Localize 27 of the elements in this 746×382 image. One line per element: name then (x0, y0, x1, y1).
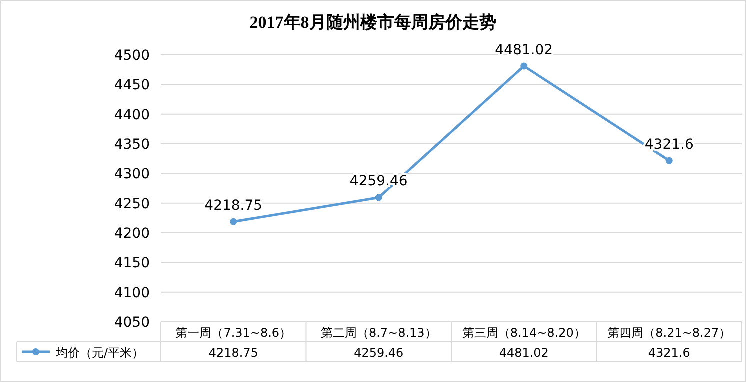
y-tick-label: 4100 (114, 285, 150, 302)
legend-label: 均价（元/平米） (55, 346, 144, 360)
data-label: 4218.75 (208, 346, 258, 360)
point (520, 62, 528, 70)
y-tick-label: 4150 (114, 256, 150, 272)
point (375, 194, 382, 202)
y-tick-label: 4350 (114, 137, 150, 153)
x-tick-label: 第三周（8.14~8.20） (462, 326, 586, 340)
y-tick-label: 4250 (114, 196, 150, 212)
y-tick-label: 4300 (114, 166, 150, 183)
point (230, 218, 238, 226)
annotation: 4218.75 (204, 198, 263, 214)
y-tick-label: 4200 (114, 226, 150, 242)
point (666, 157, 673, 164)
data-label: 4481.02 (499, 346, 549, 360)
chart-title: 2017年8月随州楼市每周房价走势 (250, 13, 496, 32)
x-tick-label: 第一周（7.31~8.6） (176, 326, 292, 340)
y-tick-label: 4050 (114, 315, 150, 331)
y-tick-label: 4450 (114, 78, 150, 94)
annotation: 4481.02 (495, 42, 554, 58)
y-tick-label: 4400 (114, 107, 150, 124)
data-label: 4259.46 (354, 346, 404, 360)
x-tick-label: 第四周（8.21~8.27） (608, 326, 732, 340)
x-tick-label: 第二周（8.7~8.13） (320, 326, 437, 340)
annotation: 4321.6 (644, 136, 694, 153)
data-label: 4321.6 (648, 346, 690, 360)
y-tick-label: 4500 (114, 48, 150, 64)
